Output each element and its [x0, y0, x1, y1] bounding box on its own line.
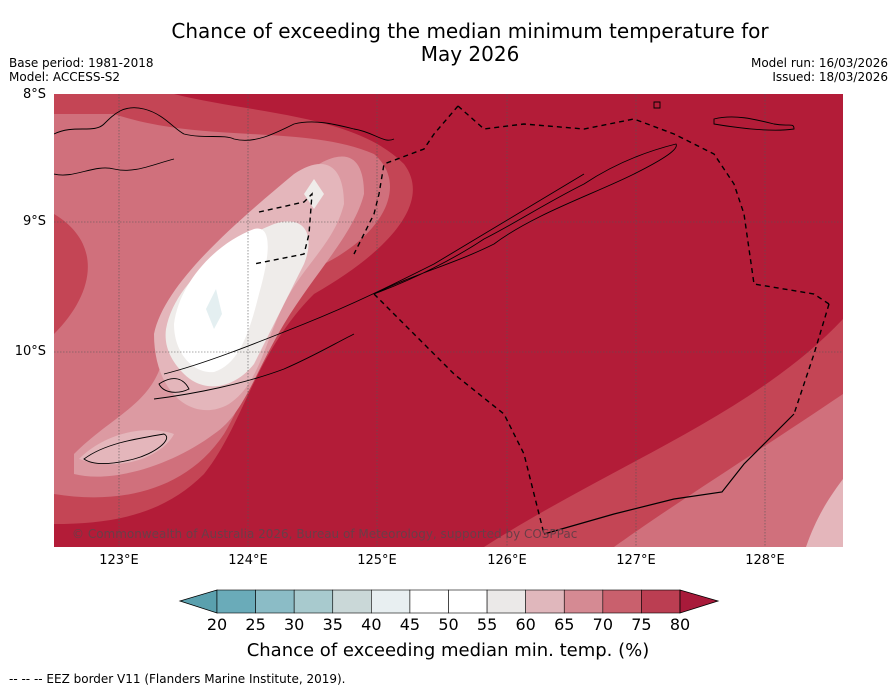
colorbar-cell: [641, 589, 681, 614]
map-title: Chance of exceeding the median minimum t…: [120, 20, 820, 66]
lon-label-123e: 123°E: [99, 553, 139, 568]
tanimbar-coast: [713, 116, 795, 131]
sawu-islands: [83, 433, 167, 464]
colorbar-cell: [602, 589, 642, 614]
band-50-west: [174, 228, 268, 373]
timor-coast-north: [373, 143, 677, 295]
colorbar-cell: [448, 589, 488, 614]
colorbar-tick-label: 25: [245, 615, 266, 634]
lon-label-128e: 128°E: [745, 553, 785, 568]
colorbar-cell: [371, 589, 411, 614]
australia-eez-solid: [543, 413, 795, 535]
colorbar-tick-label: 70: [592, 615, 613, 634]
eez-borders: [253, 105, 830, 535]
colorbar-cell: [563, 589, 604, 614]
eez-timor-leste: [353, 105, 459, 255]
colorbar-cell: [409, 589, 449, 614]
probability-map: © Commonwealth of Australia 2026, Bureau…: [54, 94, 843, 547]
colorbar-tick-label: 60: [515, 615, 536, 634]
band-60-south: [79, 430, 174, 465]
title-line-2: May 2026: [420, 42, 520, 66]
coastlines: [54, 101, 795, 464]
lon-label-124e: 124°E: [228, 553, 268, 568]
colorbar-tick-label: 40: [361, 615, 382, 634]
colorbar-high-arrow: [679, 589, 720, 614]
copyright-notice: © Commonwealth of Australia 2026, Bureau…: [72, 527, 577, 541]
colorbar-low-arrow: [178, 589, 218, 614]
lon-label-127e: 127°E: [616, 553, 656, 568]
lon-label-126e: 126°E: [487, 553, 527, 568]
colorbar-tick-label: 65: [554, 615, 575, 634]
colorbar-cell: [332, 589, 372, 614]
eez-southeast: [793, 303, 830, 415]
model-info: Base period: 1981-2018 Model: ACCESS-S2: [9, 56, 154, 84]
colorbar-tick-label: 30: [283, 615, 305, 634]
eez-timor-sea: [373, 293, 545, 535]
eez-legend: -- -- -- EEZ border V11 (Flanders Marine…: [9, 672, 346, 686]
colorbar-tick-label: 20: [206, 615, 228, 634]
colorbar-cell: [525, 589, 565, 614]
alor-islands: [54, 107, 395, 141]
title-line-1: Chance of exceeding the median minimum t…: [171, 19, 769, 43]
issued-date: Issued: 18/03/2026: [772, 70, 888, 84]
eez-inner-west: [253, 192, 313, 265]
flores-coast: [54, 158, 175, 176]
rote-island: [158, 378, 190, 393]
lat-label-8s: 8°S: [22, 87, 46, 102]
colorbar-cell: [293, 589, 334, 614]
colorbar-tick-label: 35: [322, 615, 343, 634]
colorbar-cell: [486, 589, 526, 614]
colorbar-cell: [255, 589, 295, 614]
colorbar-tick-label: 55: [476, 615, 498, 634]
model-name: Model: ACCESS-S2: [9, 70, 121, 84]
band-55-islet: [304, 179, 324, 209]
colorbar-tick-label: 50: [438, 615, 459, 634]
run-info: Model run: 16/03/2026 Issued: 18/03/2026: [751, 56, 888, 84]
colorbar-tick-label: 75: [631, 615, 652, 634]
colorbar: [178, 589, 720, 614]
wetar-coast: [653, 101, 661, 109]
graticule: [54, 94, 843, 547]
colorbar-tick-label: 80: [669, 615, 691, 634]
colorbar-cell: [216, 589, 256, 614]
band-45-core: [206, 289, 222, 329]
band-70-southeast: [614, 394, 843, 547]
lat-label-9s: 9°S: [22, 214, 46, 229]
model-run: Model run: 16/03/2026: [750, 56, 888, 70]
colorbar-label: Chance of exceeding median min. temp. (%…: [246, 640, 650, 661]
timor-coast-southwest: [153, 333, 355, 400]
band-65-southeast: [806, 479, 843, 547]
colorbar-cells: [216, 589, 681, 614]
base-period: Base period: 1981-2018: [9, 56, 154, 70]
lon-label-125e: 125°E: [357, 553, 397, 568]
timor-coast-south: [163, 173, 585, 375]
colorbar-tick-label: 45: [399, 615, 421, 634]
lat-label-10s: 10°S: [14, 344, 46, 359]
